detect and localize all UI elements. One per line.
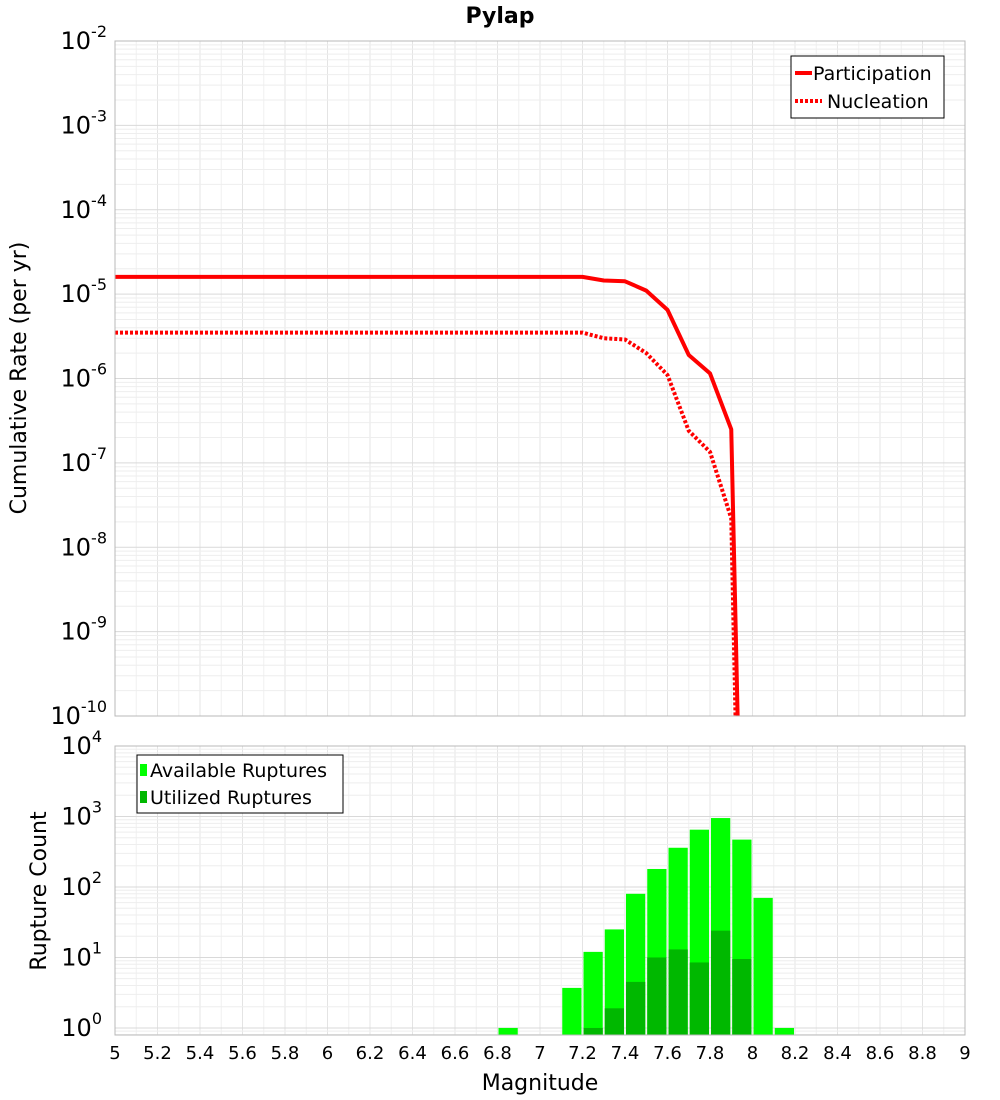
x-tick-label: 8.8: [908, 1043, 937, 1064]
chart-title: Pylap: [465, 4, 534, 29]
utilized-bar: [604, 1008, 624, 1035]
legend-label-participation: Participation: [813, 63, 932, 85]
utilized-bar: [583, 1027, 603, 1035]
bottom-legend: Available Ruptures Utilized Ruptures: [136, 754, 344, 814]
utilized-bar: [668, 949, 688, 1035]
legend-swatch-utilized: [140, 791, 147, 803]
available-bar: [583, 951, 603, 1035]
bottom-y-tick-label: 101: [61, 938, 102, 971]
bottom-y-tick-label: 103: [61, 797, 102, 830]
top-y-axis-label: Cumulative Rate (per yr): [7, 242, 32, 515]
top-legend-box: [790, 55, 945, 119]
top-y-ticks: 10-10 10-9 10-8 10-7 10-6 10-5 10-4 10-3 10-2: [50, 22, 107, 730]
bottom-x-ticks: 5 5.2 5.4 5.6 5.8 6 6.2 6.4 6.6 6.8 7 7.2 7.4 7.6 7.8 8…: [109, 1043, 970, 1064]
bottom-y-tick-exponent: 3: [92, 797, 102, 816]
bottom-y-axis-label: Rupture Count: [27, 811, 52, 971]
bottom-y-tick-label: 100: [61, 1009, 102, 1042]
top-legend: Participation Nucleation: [790, 55, 945, 119]
x-tick-label: 7: [534, 1043, 545, 1064]
utilized-bar: [626, 981, 646, 1035]
top-y-tick-exponent: -6: [91, 360, 107, 379]
x-tick-label: 6.8: [483, 1043, 512, 1064]
top-y-tick-label: 10-7: [61, 444, 108, 477]
bottom-y-tick-label: 102: [61, 868, 102, 901]
x-tick-label: 9: [959, 1043, 970, 1064]
x-tick-label: 5: [109, 1043, 120, 1064]
top-y-tick-exponent: -4: [91, 191, 107, 210]
top-gridlines: [114, 41, 966, 717]
available-bar: [774, 1027, 794, 1035]
x-tick-label: 7.4: [611, 1043, 640, 1064]
x-tick-label: 8.4: [823, 1043, 852, 1064]
top-y-tick-label: 10-4: [61, 191, 108, 224]
legend-label-available: Available Ruptures: [150, 760, 327, 782]
top-y-tick-label: 10-3: [61, 106, 108, 139]
bottom-y-tick-label: 104: [61, 727, 102, 760]
available-bar: [498, 1027, 518, 1035]
x-tick-label: 7.2: [568, 1043, 597, 1064]
bottom-y-tick-exponent: 1: [92, 938, 102, 957]
top-panel: 10-10 10-9 10-8 10-7 10-6 10-5 10-4 10-3 10-2 Cu…: [7, 22, 966, 730]
x-tick-label: 5.2: [143, 1043, 172, 1064]
top-series-lines: [115, 274, 740, 716]
legend-swatch-available: [140, 764, 147, 776]
legend-label-nucleation: Nucleation: [827, 91, 929, 113]
bottom-y-tick-exponent: 4: [92, 727, 102, 746]
top-y-tick-exponent: -3: [91, 106, 107, 125]
top-plot-border: [114, 40, 966, 717]
top-y-tick-label: 10-9: [61, 613, 108, 646]
available-bar: [562, 987, 582, 1035]
x-tick-label: 6.6: [441, 1043, 470, 1064]
utilized-bar: [647, 957, 667, 1035]
x-tick-label: 5.4: [186, 1043, 215, 1064]
top-y-tick-exponent: -5: [91, 275, 107, 294]
x-tick-label: 5.8: [271, 1043, 300, 1064]
utilized-bar: [689, 962, 709, 1035]
bottom-bars: [498, 818, 794, 1035]
x-tick-label: 8.6: [866, 1043, 895, 1064]
top-y-tick-label: 10-6: [61, 360, 108, 393]
x-tick-label: 6.2: [356, 1043, 385, 1064]
x-tick-label: 5.6: [228, 1043, 257, 1064]
available-bar: [753, 897, 773, 1035]
x-axis-label: Magnitude: [482, 1071, 599, 1096]
top-y-tick-exponent: -2: [91, 22, 107, 41]
top-y-tick-exponent: -7: [91, 444, 107, 463]
top-y-tick-exponent: -8: [91, 528, 107, 547]
bottom-legend-box: [136, 754, 344, 814]
x-tick-label: 6: [322, 1043, 333, 1064]
legend-label-utilized: Utilized Ruptures: [150, 787, 312, 809]
top-y-tick-label: 10-8: [61, 528, 108, 561]
utilized-bar: [732, 959, 752, 1035]
bottom-y-tick-exponent: 2: [92, 868, 102, 887]
top-y-tick-exponent: -10: [81, 697, 107, 716]
top-y-tick-exponent: -9: [91, 613, 107, 632]
series-line-participation: [115, 274, 740, 716]
bottom-plot-border: [114, 745, 966, 1036]
x-tick-label: 6.4: [398, 1043, 427, 1064]
top-y-tick-label: 10-2: [61, 22, 108, 55]
x-tick-label: 8.2: [781, 1043, 810, 1064]
x-tick-label: 7.6: [653, 1043, 682, 1064]
top-y-tick-label: 10-5: [61, 275, 108, 308]
top-y-tick-label: 10-10: [50, 697, 107, 730]
x-tick-label: 7.8: [696, 1043, 725, 1064]
bottom-y-tick-exponent: 0: [92, 1009, 102, 1028]
x-tick-label: 8: [747, 1043, 758, 1064]
utilized-bar: [711, 930, 731, 1035]
series-line-nucleation: [115, 330, 738, 716]
